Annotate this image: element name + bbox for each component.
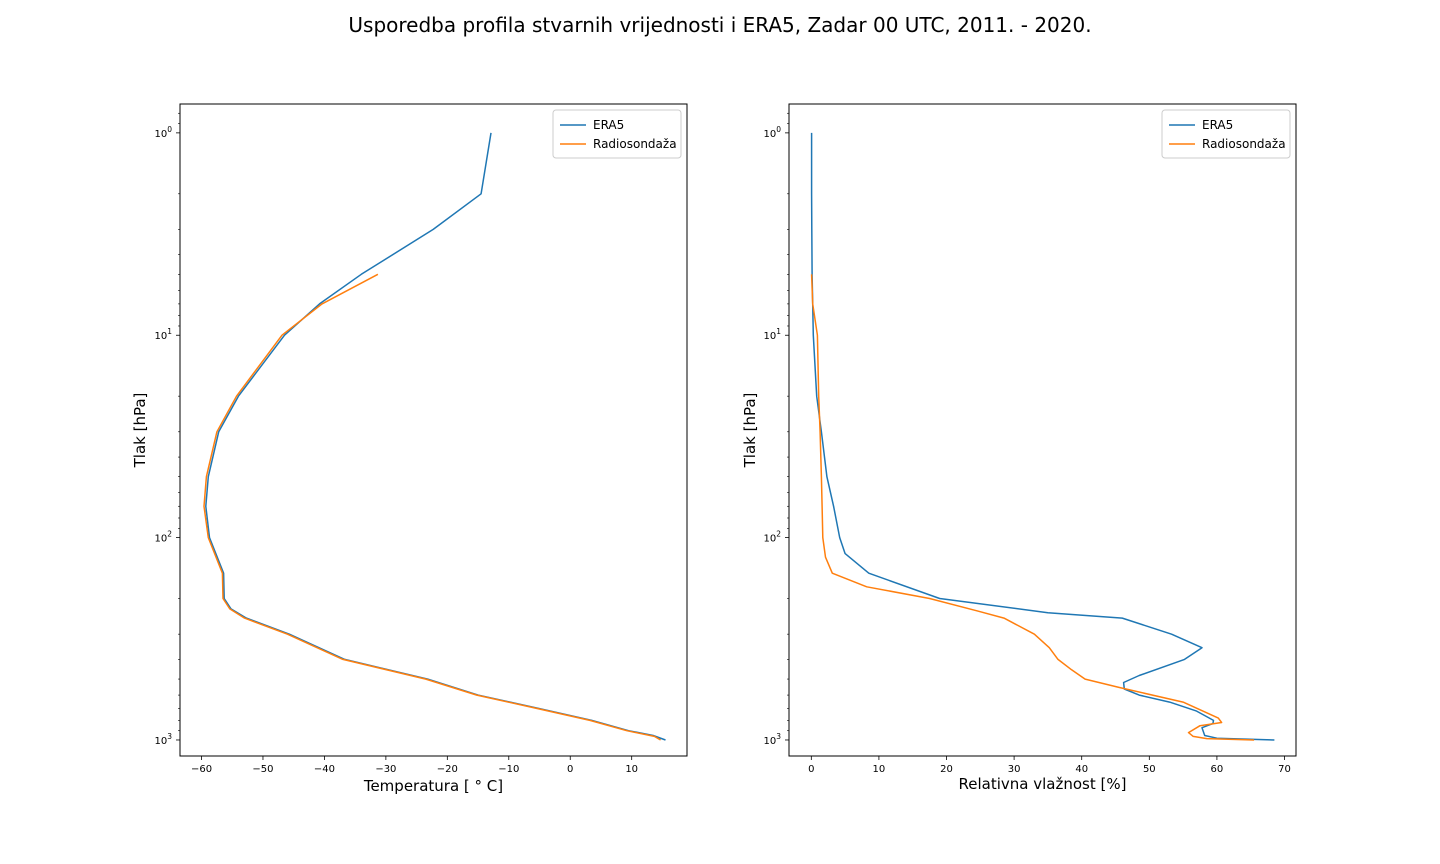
humidity-legend-label: Radiosondaža [1202, 137, 1286, 151]
temperature-xtick-label: −20 [437, 764, 458, 775]
temperature-xtick-label: −60 [191, 764, 212, 775]
temperature-ytick-label: 100 [154, 125, 172, 140]
temperature-legend-label: ERA5 [593, 118, 624, 132]
temperature-xtick-label: −30 [375, 764, 396, 775]
temperature-legend-label: Radiosondaža [593, 137, 677, 151]
temperature-xtick-label: 10 [625, 764, 638, 775]
humidity-legend: ERA5 Radiosondaža [1161, 109, 1291, 159]
humidity-xlabel: Relativna vlažnost [%] [959, 775, 1127, 793]
humidity-legend-frame [1161, 109, 1291, 159]
humidity-xtick-label: 50 [1143, 764, 1156, 775]
humidity-panel: 0 10 20 30 40 50 60 70 100 101 102 103 Relativna vl… [741, 103, 1297, 793]
humidity-series-era5 [810, 132, 1275, 741]
humidity-series-lines [810, 132, 1275, 741]
temperature-ylabel: Tlak [hPa] [131, 393, 149, 469]
humidity-series-radiosondaza [810, 274, 1255, 741]
humidity-xtick-label: 30 [1008, 764, 1021, 775]
temperature-ytick-label: 102 [154, 530, 172, 545]
temperature-xtick-label: 0 [567, 764, 573, 775]
humidity-xtick-label: 70 [1278, 764, 1291, 775]
temperature-axis-ticks: −60 −50 −40 −30 −20 −10 0 10 100 101 102 103 [154, 112, 638, 775]
humidity-ytick-label: 101 [763, 327, 781, 342]
humidity-plot-area [788, 103, 1297, 757]
humidity-legend-label: ERA5 [1202, 118, 1233, 132]
humidity-axis-ticks: 0 10 20 30 40 50 60 70 100 101 102 103 [763, 112, 1291, 775]
temperature-series-lines [203, 132, 666, 741]
temperature-ytick-label: 101 [154, 327, 172, 342]
humidity-ylabel: Tlak [hPa] [741, 393, 759, 469]
humidity-xtick-label: 20 [940, 764, 953, 775]
temperature-series-radiosondaza [203, 273, 661, 741]
humidity-ytick-label: 102 [763, 530, 781, 545]
humidity-ytick-label: 100 [763, 125, 781, 140]
humidity-xtick-label: 10 [873, 764, 886, 775]
figure-title: Usporedba profila stvarnih vrijednosti i… [348, 13, 1091, 37]
temperature-xtick-label: −40 [314, 764, 335, 775]
temperature-legend-frame [552, 109, 682, 159]
temperature-xtick-label: −50 [252, 764, 273, 775]
humidity-xtick-label: 0 [808, 764, 814, 775]
temperature-panel: −60 −50 −40 −30 −20 −10 0 10 100 101 102 103 Temper… [131, 103, 688, 795]
humidity-ytick-label: 103 [763, 732, 781, 747]
humidity-xtick-label: 40 [1075, 764, 1088, 775]
temperature-xlabel: Temperatura [ ° C] [363, 777, 503, 795]
temperature-legend: ERA5 Radiosondaža [552, 109, 682, 159]
temperature-xtick-label: −10 [498, 764, 519, 775]
temperature-ytick-label: 103 [154, 732, 172, 747]
humidity-xtick-label: 60 [1211, 764, 1224, 775]
temperature-plot-area [179, 103, 688, 757]
